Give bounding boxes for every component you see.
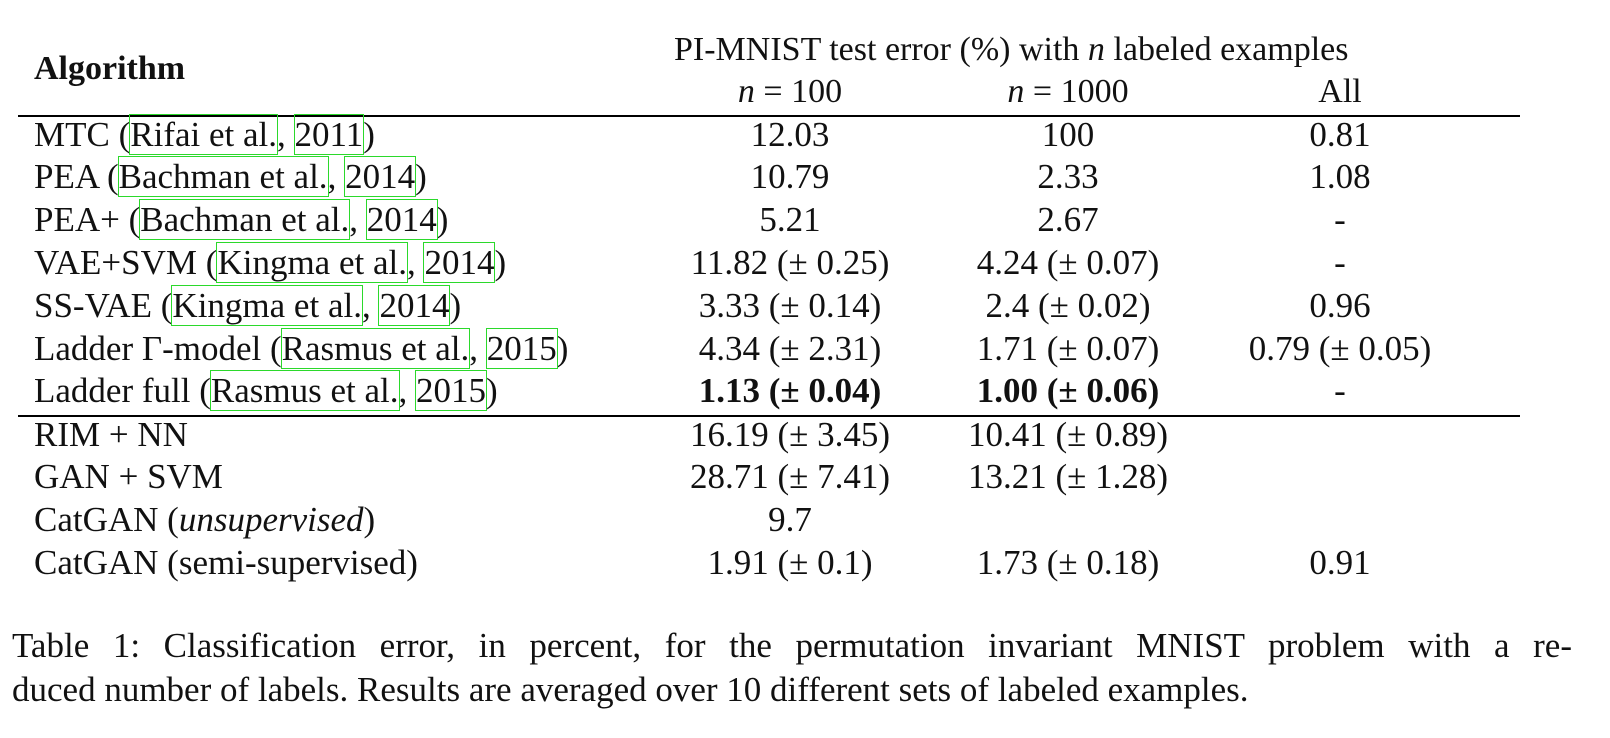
algorithm-name: PEA+ ( [34,200,141,239]
citation-close: ) [486,371,498,410]
citation-separator: , [349,200,367,239]
citation-year-link[interactable]: 2014 [423,242,496,283]
column-header-rest: = 1000 [1024,73,1129,110]
best-value-cell: 1.13 (± 0.04) [698,371,882,410]
value-cell: 10.79 [750,157,830,196]
citation-authors-link[interactable]: Rifai et al. [129,114,279,155]
citation-authors-link[interactable]: Bachman et al. [139,199,351,240]
value-cell: 13.21 (± 1.28) [967,457,1169,496]
table-caption: Table 1: Classification error, in percen… [12,624,1572,712]
citation-authors-link[interactable]: Kingma et al. [216,242,408,283]
value-cell: 0.91 [1309,543,1371,582]
section-rule [18,415,1520,417]
algorithm-name-close: ) [363,500,376,539]
caption-line-2: duced number of labels. Results are aver… [12,670,1249,709]
citation-separator: , [469,329,487,368]
citation-close: ) [449,286,462,325]
best-value-cell: 1.00 (± 0.06) [976,371,1160,410]
value-cell: 28.71 (± 7.41) [689,457,891,496]
caption-line-1: Table 1: Classification error, in percen… [12,626,1572,665]
value-cell: - [1334,200,1346,239]
group-column-header: PI-MNIST test error (%) with n labeled e… [674,31,1348,69]
algorithm-cell: CatGAN (semi-supervised) [34,543,418,582]
group-header-var: n [1087,31,1105,68]
citation-close: ) [556,329,569,368]
algorithm-column-header: Algorithm [34,50,186,87]
citation-authors-link[interactable]: Rasmus et al. [209,370,400,411]
citation-year-link[interactable]: 2015 [415,370,487,411]
value-cell: 2.33 [1037,157,1099,196]
value-cell: - [1334,371,1346,410]
value-cell: 3.33 (± 0.14) [698,286,882,325]
citation-separator: , [327,157,346,196]
citation-year-link[interactable]: 2011 [293,114,365,155]
column-header-all: All [1240,73,1440,111]
value-cell: 12.03 [750,115,830,154]
algorithm-cell: MTC (Rifai et al., 2011) [34,114,375,156]
citation-year-link[interactable]: 2014 [365,199,438,240]
algorithm-variant: unsupervised [178,500,364,539]
citation-close: ) [436,200,449,239]
value-cell: 2.4 (± 0.02) [985,286,1151,325]
algorithm-cell: CatGAN (unsupervised) [34,499,375,541]
value-cell: 10.41 (± 0.89) [967,415,1169,454]
algorithm-name: PEA ( [34,157,119,196]
algorithm-name: Ladder Γ-model ( [34,329,282,368]
header-rule [18,115,1520,117]
value-cell: 16.19 (± 3.45) [689,415,891,454]
column-header-n1000: n = 1000 [960,73,1176,111]
value-cell: 0.81 [1309,115,1371,154]
value-cell: 1.73 (± 0.18) [976,543,1160,582]
value-cell: 1.08 [1309,157,1371,196]
citation-close: ) [494,243,507,282]
algorithm-name: VAE+SVM ( [34,243,218,282]
group-header-pre: PI-MNIST test error (%) with [674,31,1088,68]
citation-year-link[interactable]: 2015 [485,328,558,369]
value-cell: 0.79 (± 0.05) [1248,329,1432,368]
citation-year-link[interactable]: 2014 [344,156,417,197]
value-cell: 2.67 [1037,200,1099,239]
citation-authors-link[interactable]: Rasmus et al. [280,328,471,369]
algorithm-cell: Ladder Γ-model (Rasmus et al., 2015) [34,328,568,370]
value-cell: 4.34 (± 2.31) [698,329,882,368]
algorithm-cell: RIM + NN [34,415,188,454]
citation-year-link[interactable]: 2014 [378,285,451,326]
algorithm-name: Ladder full ( [34,371,211,410]
algorithm-cell: GAN + SVM [34,457,223,496]
citation-close: ) [363,115,375,154]
citation-separator: , [361,286,380,325]
column-header-rest: All [1318,73,1362,110]
algorithm-cell: VAE+SVM (Kingma et al., 2014) [34,242,506,284]
algorithm-cell: PEA+ (Bachman et al., 2014) [34,199,448,241]
value-cell: 9.7 [768,500,812,539]
citation-separator: , [406,243,425,282]
group-header-post: labeled examples [1104,31,1349,68]
algorithm-cell: PEA (Bachman et al., 2014) [34,156,427,198]
citation-authors-link[interactable]: Kingma et al. [171,285,363,326]
column-header-n100: n = 100 [690,73,890,111]
value-cell: 5.21 [759,200,821,239]
algorithm-name: MTC ( [34,115,131,154]
column-header-var: n [1007,73,1025,110]
citation-close: ) [415,157,427,196]
value-cell: 1.71 (± 0.07) [976,329,1160,368]
value-cell: 11.82 (± 0.25) [690,243,890,282]
value-cell: - [1334,243,1346,282]
citation-separator: , [398,371,416,410]
citation-authors-link[interactable]: Bachman et al. [117,156,329,197]
column-header-var: n [737,73,755,110]
algorithm-name: SS-VAE ( [34,286,173,325]
value-cell: 1.91 (± 0.1) [707,543,873,582]
algorithm-cell: SS-VAE (Kingma et al., 2014) [34,285,461,327]
algorithm-name: CatGAN ( [34,500,179,539]
citation-separator: , [277,115,295,154]
column-header-rest: = 100 [754,73,843,110]
algorithm-cell: Ladder full (Rasmus et al., 2015) [34,370,498,412]
value-cell: 0.96 [1309,286,1371,325]
value-cell: 4.24 (± 0.07) [976,243,1160,282]
value-cell: 100 [1041,115,1095,154]
